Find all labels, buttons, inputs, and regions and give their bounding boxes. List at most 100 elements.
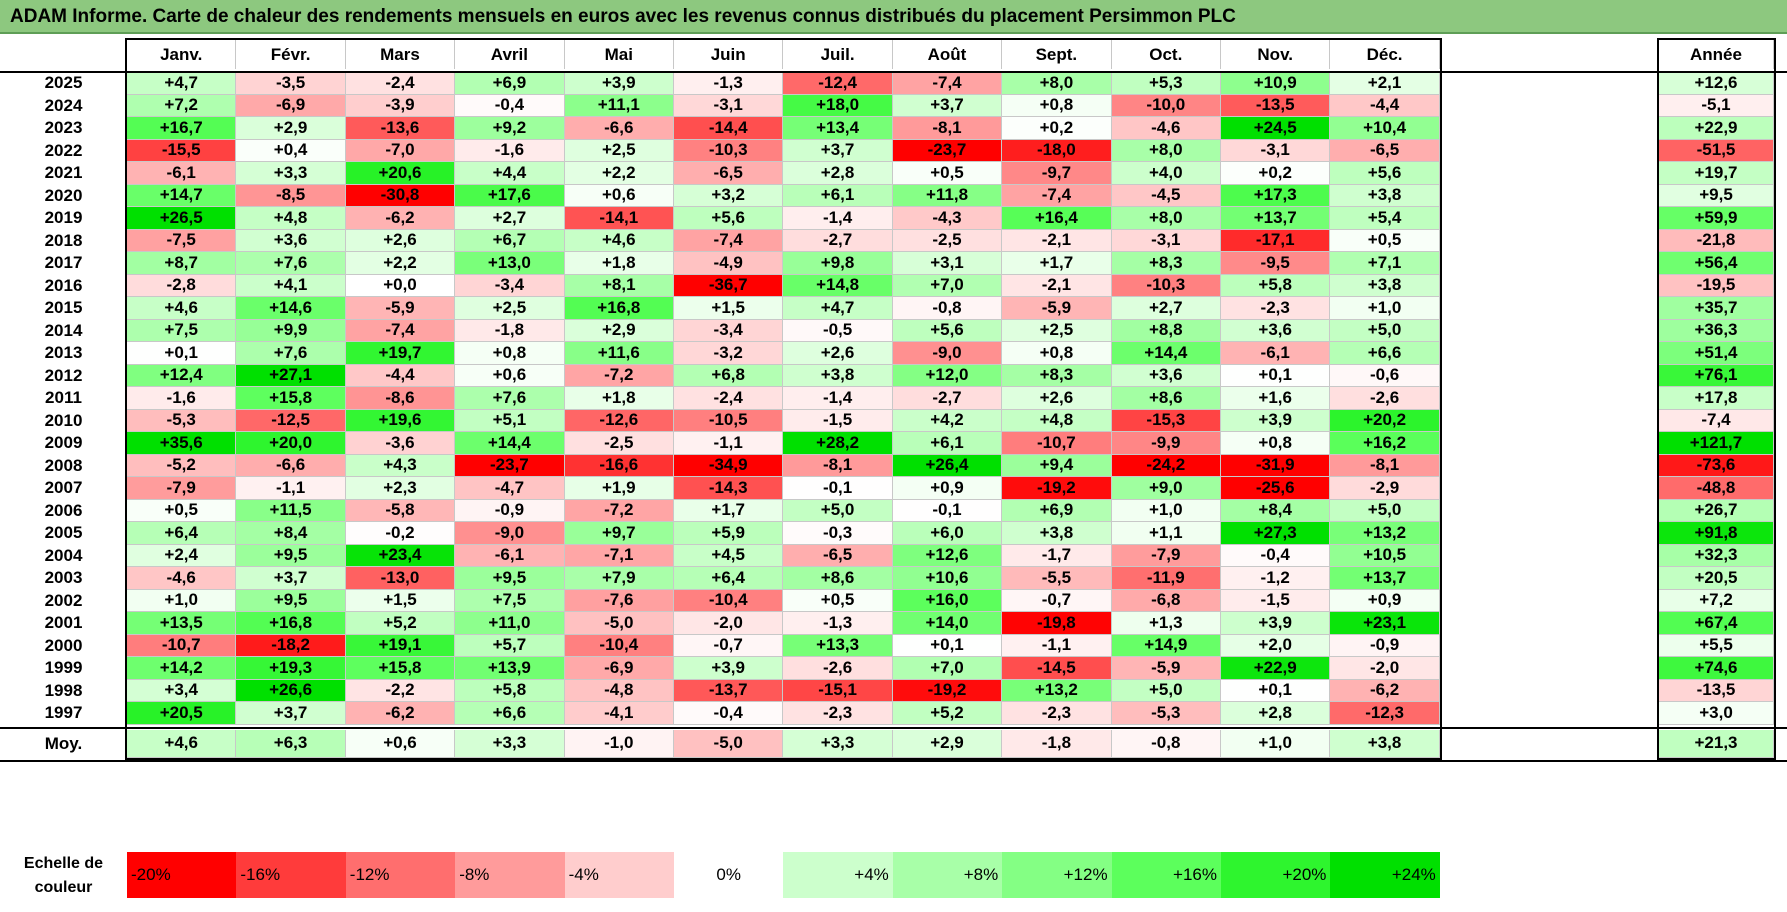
heatmap-cell: +8,0: [1002, 72, 1112, 95]
heatmap-cell: -4,6: [127, 567, 237, 590]
heatmap-cell: -1,4: [783, 387, 893, 410]
heatmap-cell: +2,2: [345, 252, 456, 275]
heatmap-cell: +26,5: [127, 207, 237, 230]
heatmap-cell: -23,7: [892, 139, 1003, 162]
heatmap-cell: -0,6: [1330, 364, 1440, 387]
heatmap-cell: +2,5: [1002, 319, 1112, 342]
year-label: 2006: [44, 500, 83, 520]
heatmap-cell: +8,6: [1111, 387, 1221, 410]
heatmap-cell: -10,5: [674, 409, 784, 432]
heatmap-cell: +1,1: [1111, 522, 1221, 545]
heatmap-cell: +6,8: [674, 364, 784, 387]
heatmap-cell: -4,9: [674, 252, 784, 275]
heatmap-cell: +1,7: [1002, 252, 1112, 275]
heatmap-cell: +7,0: [892, 274, 1003, 297]
annual-cell: +56,4: [1659, 252, 1774, 275]
heatmap-cell: -8,5: [236, 184, 346, 207]
heatmap-cell: -36,7: [674, 274, 784, 297]
annual-cell: -19,5: [1659, 274, 1774, 297]
year-label: 2009: [44, 433, 83, 453]
month-header: Nov.: [1221, 40, 1331, 69]
heatmap-cell: +28,2: [783, 432, 893, 455]
heatmap-cell: -0,4: [674, 702, 784, 725]
heatmap-cell: -2,7: [892, 387, 1003, 410]
month-header: Avril: [455, 40, 565, 69]
heatmap-cell: -7,4: [892, 72, 1003, 95]
year-label: 2022: [44, 140, 83, 160]
annual-cell: +76,1: [1659, 364, 1774, 387]
heatmap-cell: +23,1: [1330, 612, 1440, 635]
heatmap-cell: -2,3: [783, 702, 893, 725]
heatmap-cell: -6,2: [345, 702, 456, 725]
heatmap-cell: +3,8: [1002, 522, 1112, 545]
heatmap-cell: +23,4: [345, 544, 456, 567]
heatmap-cell: +4,6: [127, 297, 237, 320]
heatmap-cell: +7,6: [236, 252, 346, 275]
heatmap-cell: +5,3: [1111, 72, 1221, 95]
heatmap-cell: -34,9: [674, 454, 784, 477]
heatmap-cell: -10,7: [1002, 432, 1112, 455]
annual-cell: +36,3: [1659, 319, 1774, 342]
heatmap-cell: +2,7: [455, 207, 565, 230]
heatmap-cell: -7,0: [345, 139, 456, 162]
heatmap-cell: +9,5: [236, 544, 346, 567]
heatmap-cell: -5,2: [127, 454, 237, 477]
heatmap-cell: +8,4: [236, 522, 346, 545]
heatmap-cell: -13,0: [345, 567, 456, 590]
average-rule-top: [0, 726, 1787, 729]
heatmap-cell: +3,8: [783, 364, 893, 387]
heatmap-cell: -5,0: [564, 612, 674, 635]
heatmap-cell: +2,9: [236, 117, 346, 140]
heatmap-cell: -2,7: [783, 229, 893, 252]
average-cell: +2,9: [892, 729, 1003, 758]
scale-swatch: -8%: [455, 852, 565, 898]
heatmap-cell: -0,4: [455, 94, 565, 117]
heatmap-cell: +8,8: [1111, 319, 1221, 342]
heatmap-cell: +20,0: [236, 432, 346, 455]
year-label: 2004: [44, 545, 83, 565]
annual-cell: -48,8: [1659, 477, 1774, 500]
heatmap-cell: +11,6: [564, 342, 674, 365]
annual-cell: +20,5: [1659, 567, 1774, 590]
heatmap-cell: +27,1: [236, 364, 346, 387]
heatmap-cell: +3,9: [674, 657, 784, 680]
heatmap-cell: +11,0: [455, 612, 565, 635]
heatmap-cell: +3,6: [1221, 319, 1331, 342]
heatmap-cell: -0,9: [1330, 634, 1440, 657]
heatmap-cell: +6,4: [127, 522, 237, 545]
heatmap-cell: -0,4: [1221, 544, 1331, 567]
average-cell: +3,8: [1330, 729, 1440, 758]
heatmap-cell: -10,4: [674, 589, 784, 612]
scale-swatch: +24%: [1330, 852, 1440, 898]
heatmap-cell: -0,7: [674, 634, 784, 657]
heatmap-cell: -6,1: [455, 544, 565, 567]
heatmap-cell: -5,9: [1111, 657, 1221, 680]
heatmap-cell: +0,1: [892, 634, 1003, 657]
heatmap-cell: +4,1: [236, 274, 346, 297]
heatmap-cell: -2,4: [345, 72, 456, 95]
heatmap-cell: -11,9: [1111, 567, 1221, 590]
heatmap-cell: +12,6: [892, 544, 1003, 567]
heatmap-cell: -1,1: [674, 432, 784, 455]
heatmap-cell: +5,6: [892, 319, 1003, 342]
heatmap-cell: -2,0: [674, 612, 784, 635]
heatmap-cell: -8,6: [345, 387, 456, 410]
heatmap-cell: +1,3: [1111, 612, 1221, 635]
annual-cell: +17,8: [1659, 387, 1774, 410]
heatmap-cell: +20,2: [1330, 409, 1440, 432]
heatmap-cell: -3,4: [455, 274, 565, 297]
heatmap-cell: -5,9: [1002, 297, 1112, 320]
heatmap-cell: +9,2: [455, 117, 565, 140]
heatmap-cell: -13,5: [1221, 94, 1331, 117]
heatmap-cell: -0,3: [783, 522, 893, 545]
heatmap-cell: +4,3: [345, 454, 456, 477]
heatmap-cell: +0,2: [1221, 162, 1331, 185]
heatmap-cell: -30,8: [345, 184, 456, 207]
heatmap-cell: +27,3: [1221, 522, 1331, 545]
heatmap-cell: +5,8: [455, 679, 565, 702]
heatmap-cell: +0,6: [455, 364, 565, 387]
year-label: 2024: [44, 95, 83, 115]
year-label: 2007: [44, 478, 83, 498]
heatmap-cell: +2,3: [345, 477, 456, 500]
average-cell: +1,0: [1221, 729, 1331, 758]
